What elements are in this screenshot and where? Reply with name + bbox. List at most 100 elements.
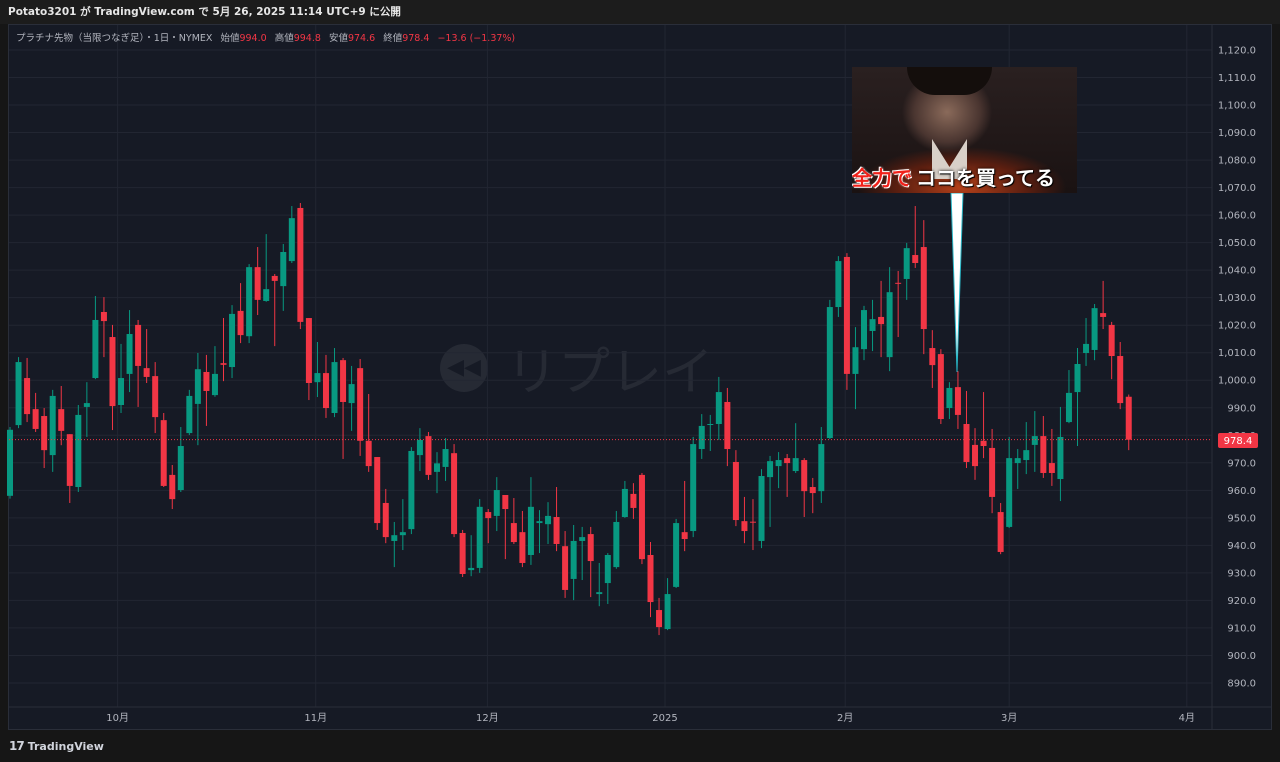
candle-down [1125, 394, 1132, 451]
candle-up [826, 299, 833, 440]
y-tick-label: 1,080.0 [1218, 156, 1256, 167]
y-tick-label: 890.0 [1227, 678, 1256, 689]
candle-down [485, 509, 492, 544]
last-price-label: 978.4 [1224, 436, 1253, 447]
candle-up [1006, 436, 1013, 529]
candle-down [169, 465, 176, 510]
candle-body [41, 416, 48, 451]
candle-body [288, 218, 295, 262]
candle-down [374, 457, 381, 530]
candle-body [673, 523, 680, 587]
footer [0, 730, 1280, 762]
candle-up [698, 414, 705, 459]
high-value: 994.8 [293, 33, 321, 44]
candle-body [451, 453, 458, 535]
candle-body [903, 248, 910, 279]
candle-down [297, 203, 304, 330]
publish-info: Potato3201 が TradingView.com で 5月 26, 20… [0, 0, 1280, 24]
candle-down [801, 458, 808, 518]
candle-body [519, 532, 526, 563]
candle-up [15, 357, 22, 429]
candle-body [160, 420, 167, 486]
candle-down [553, 487, 560, 552]
candle-body [527, 506, 534, 555]
candle-down [109, 324, 116, 431]
candle-body [613, 521, 620, 568]
candle-body [1100, 313, 1107, 317]
candle-body [305, 318, 312, 383]
candle-body [775, 460, 782, 467]
tradingview-logo[interactable]: 𝟭𝟳 TradingView [9, 739, 104, 753]
candle-down [1040, 416, 1047, 478]
candle-body [32, 409, 39, 429]
candle-body [7, 429, 13, 496]
candle-up [775, 452, 782, 489]
candle-down [425, 431, 432, 480]
candle-down [220, 318, 227, 382]
candle-down [895, 270, 902, 338]
y-tick-label: 1,060.0 [1218, 211, 1256, 222]
candle-down [1048, 428, 1055, 486]
candle-up [1031, 411, 1038, 472]
candle-down [143, 329, 150, 383]
candle-down [41, 408, 48, 469]
y-tick-label: 960.0 [1227, 486, 1256, 497]
candle-down [937, 349, 944, 424]
y-tick-label: 1,000.0 [1218, 376, 1256, 387]
portrait-hair [907, 67, 992, 95]
time-axis: 10月 11月 12月 2025 2月 3月 4月 [9, 706, 1271, 724]
x-tick-label: 12月 [476, 712, 499, 724]
low-value: 974.6 [347, 33, 376, 44]
candle-up [75, 405, 82, 492]
low-label: 安値 [328, 33, 348, 44]
x-tick-label: 2月 [837, 712, 853, 724]
candle-up [434, 452, 440, 494]
candle-body [177, 446, 184, 491]
candle-down [809, 477, 816, 514]
candle-up [886, 267, 893, 372]
candle-up [493, 477, 500, 532]
candle-body [861, 310, 867, 350]
candle-body [271, 275, 278, 281]
candle-body [715, 392, 722, 424]
candle-body [963, 423, 970, 462]
candle-body [553, 517, 560, 544]
logo-text: TradingView [27, 739, 104, 753]
candle-up [408, 447, 415, 535]
candle-body [75, 414, 82, 488]
candle-up [570, 524, 577, 601]
candle-down [24, 357, 31, 423]
thumbnail-caption: 全力で ココを買ってる [852, 163, 1077, 193]
candle-body [459, 532, 466, 574]
candle-up [527, 477, 534, 565]
candle-body [1108, 324, 1115, 357]
candle-body [912, 255, 919, 264]
y-tick-label: 1,120.0 [1218, 46, 1256, 57]
candle-body [58, 409, 65, 431]
symbol-name[interactable]: プラチナ先物（当限つなぎ足）・1日・NYMEX [16, 33, 213, 44]
y-tick-label: 930.0 [1227, 568, 1256, 579]
candle-body [749, 521, 756, 523]
candle-up [673, 518, 680, 589]
candle-body [322, 373, 329, 409]
change-value: −13.6 (−1.37%) [437, 33, 516, 44]
candle-body [656, 610, 663, 628]
candle-body [408, 450, 415, 530]
candle-body [1125, 396, 1132, 440]
candle-body [476, 506, 483, 568]
candle-body [510, 523, 517, 543]
candle-body [194, 369, 201, 404]
candle-body [425, 436, 432, 475]
candle-up [621, 480, 628, 518]
candle-down [562, 531, 569, 598]
candle-body [66, 434, 73, 486]
candle-body [314, 373, 321, 383]
candle-body [972, 444, 979, 467]
open-label: 始値 [220, 33, 240, 44]
candle-up [758, 469, 765, 549]
y-tick-label: 940.0 [1227, 541, 1256, 552]
candle-up [391, 521, 398, 568]
candle-body [784, 458, 791, 464]
candle-body [929, 348, 936, 366]
